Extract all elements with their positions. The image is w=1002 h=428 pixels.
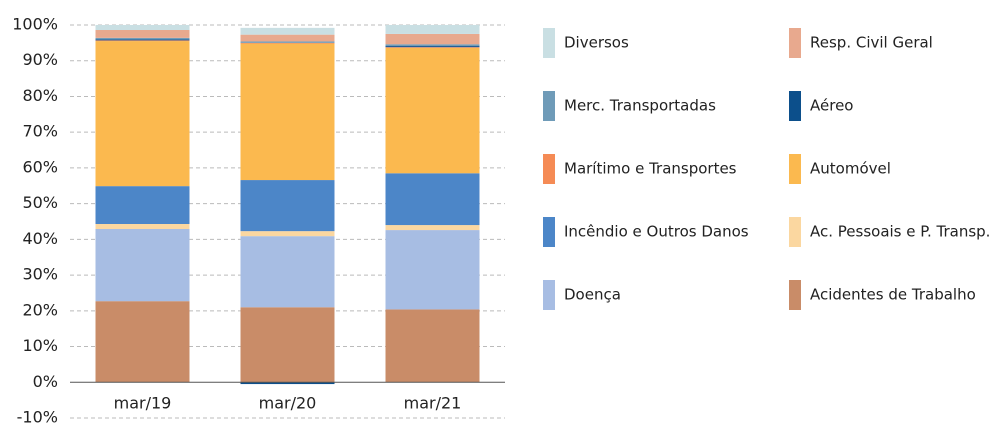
y-tick-label: 40% bbox=[22, 229, 58, 248]
legend-label: Marítimo e Transportes bbox=[564, 160, 737, 178]
legend-swatch bbox=[789, 91, 801, 121]
bar-segment bbox=[95, 40, 190, 42]
y-tick-label: 50% bbox=[22, 193, 58, 212]
y-tick-label: 100% bbox=[12, 15, 58, 34]
bar-segment bbox=[385, 230, 480, 310]
y-tick-label: 0% bbox=[33, 372, 58, 391]
legend-label: Ac. Pessoais e P. Transp. bbox=[810, 223, 990, 241]
bar-segment bbox=[95, 37, 190, 40]
bar-segment bbox=[95, 229, 190, 302]
bar-segment bbox=[95, 186, 190, 225]
bar-segment bbox=[385, 225, 480, 231]
legend-swatch bbox=[789, 28, 801, 58]
bar-segment bbox=[240, 41, 335, 43]
legend-label: Aéreo bbox=[810, 97, 853, 115]
legend-label: Diversos bbox=[564, 34, 629, 52]
bar-segment bbox=[385, 173, 480, 226]
legend-label: Doença bbox=[564, 286, 621, 304]
bar-segment bbox=[385, 309, 480, 383]
y-tick-label: -10% bbox=[17, 408, 58, 425]
bar-segment bbox=[385, 47, 480, 48]
bar-segment bbox=[95, 39, 190, 41]
bar-segment bbox=[95, 30, 190, 38]
bar-segment bbox=[385, 46, 480, 48]
legend-swatch bbox=[789, 217, 801, 247]
legend-swatch bbox=[543, 217, 555, 247]
bar-segment bbox=[240, 231, 335, 237]
legend-swatch bbox=[543, 28, 555, 58]
bar-segment bbox=[385, 44, 480, 47]
y-tick-label: 20% bbox=[22, 300, 58, 319]
y-tick-label: 10% bbox=[22, 336, 58, 355]
legend-label: Incêndio e Outros Danos bbox=[564, 223, 749, 241]
legend-label: Resp. Civil Geral bbox=[810, 34, 933, 52]
legend-swatch bbox=[543, 154, 555, 184]
bar-segment bbox=[240, 180, 335, 232]
y-tick-label: 80% bbox=[22, 86, 58, 105]
y-tick-label: 90% bbox=[22, 50, 58, 69]
y-tick-label: 60% bbox=[22, 157, 58, 176]
legend-swatch bbox=[789, 154, 801, 184]
bar-segment bbox=[385, 47, 480, 174]
legend-label: Merc. Transportadas bbox=[564, 97, 716, 115]
bar-segment bbox=[240, 382, 335, 385]
bar-segment bbox=[240, 43, 335, 181]
bar-segment bbox=[240, 236, 335, 308]
x-tick-label: mar/19 bbox=[114, 394, 172, 413]
legend-swatch bbox=[543, 91, 555, 121]
bar-segment bbox=[240, 34, 335, 42]
bar-segment bbox=[240, 42, 335, 44]
bar-segment bbox=[95, 224, 190, 230]
legend-swatch bbox=[789, 280, 801, 310]
bar-segment bbox=[385, 33, 480, 45]
y-tick-label: 30% bbox=[22, 265, 58, 284]
x-tick-label: mar/20 bbox=[259, 394, 317, 413]
bar-segment bbox=[95, 301, 190, 383]
legend-label: Automóvel bbox=[810, 160, 891, 178]
x-tick-label: mar/21 bbox=[404, 394, 462, 413]
bar-segment bbox=[240, 27, 335, 35]
bar-segment bbox=[95, 25, 190, 31]
legend-swatch bbox=[543, 280, 555, 310]
legend-label: Acidentes de Trabalho bbox=[810, 286, 976, 304]
bar-segment bbox=[240, 307, 335, 383]
bar-segment bbox=[385, 25, 480, 34]
bar-segment bbox=[95, 41, 190, 187]
y-tick-label: 70% bbox=[22, 122, 58, 141]
